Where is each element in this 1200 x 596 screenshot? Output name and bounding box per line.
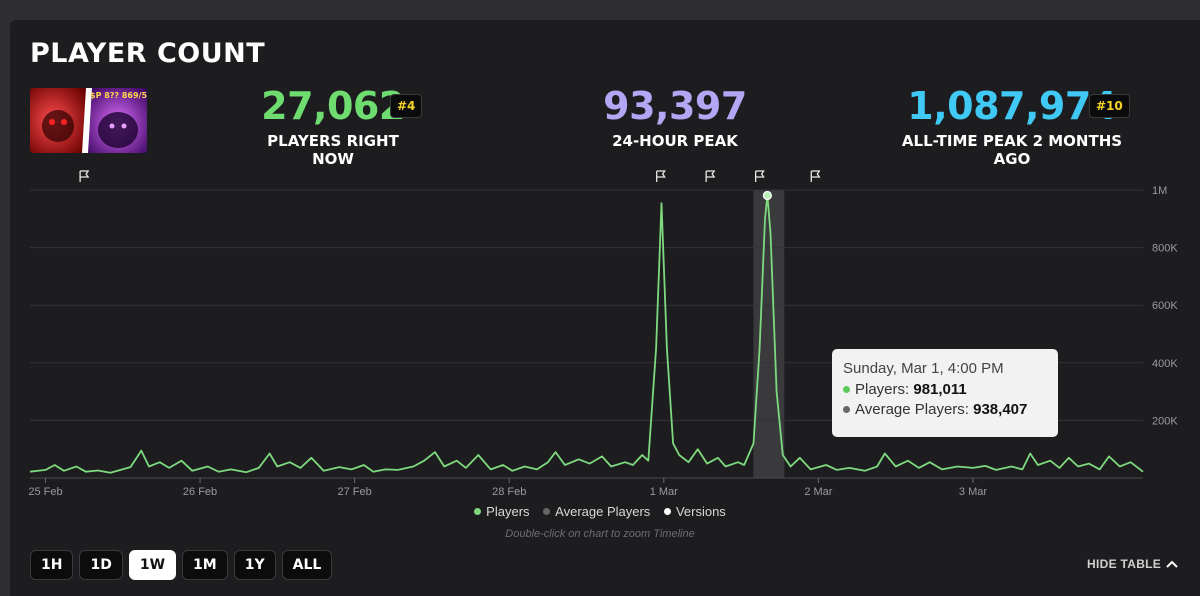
average-dot-icon [843, 406, 850, 413]
series-line-players [29, 194, 1144, 474]
range-button-all[interactable]: ALL [281, 550, 333, 580]
range-buttons: 1H 1D 1W 1M 1Y ALL [30, 550, 333, 580]
tooltip-players-value: 981,011 [913, 381, 967, 398]
players-dot-icon [843, 386, 850, 393]
tooltip-average-value: 938,407 [973, 401, 1028, 418]
thumbnail-image: $P 8?? 869/5 [30, 88, 147, 153]
hide-table-label: HIDE TABLE [1087, 557, 1162, 571]
range-button-1m[interactable]: 1M [182, 550, 228, 580]
x-tick-label: 28 Feb [492, 486, 526, 498]
stat-current: 27,062 PLAYERS RIGHT NOW [246, 84, 420, 168]
legend-players-label: Players [486, 504, 530, 519]
tooltip-average-label: Average Players: [855, 401, 969, 418]
version-flag-icon [810, 170, 821, 182]
range-button-1d[interactable]: 1D [79, 550, 123, 580]
legend-average[interactable]: Average Players [543, 504, 650, 519]
page-title: PLAYER COUNT [30, 38, 266, 69]
stat-alltime-peak: 1,087,974 ALL-TIME PEAK 2 MONTHS AGO [888, 84, 1136, 168]
hover-point-marker [762, 190, 772, 201]
chart-tooltip: Sunday, Mar 1, 4:00 PM Players: 981,011 … [832, 349, 1058, 437]
y-tick-label: 800K [1152, 243, 1178, 255]
tooltip-players-label: Players: [855, 381, 910, 398]
range-button-1y[interactable]: 1Y [233, 550, 276, 580]
legend-average-label: Average Players [555, 504, 651, 519]
legend-versions[interactable]: Versions [663, 504, 726, 519]
version-flag-icon [705, 170, 716, 182]
version-flag-icon [754, 170, 765, 182]
current-rank-badge: #4 [390, 94, 423, 118]
legend-versions-label: Versions [675, 504, 726, 519]
player-count-card [10, 20, 1200, 596]
x-tick-label: 27 Feb [338, 486, 372, 498]
range-button-1w[interactable]: 1W [128, 550, 177, 580]
game-thumbnail[interactable]: $P 8?? 869/5 [30, 88, 147, 153]
tooltip-players-row: Players: 981,011 [843, 381, 1047, 398]
alltime-peak-value: 1,087,974 [907, 84, 1117, 128]
x-tick-label: 3 Mar [959, 486, 987, 498]
peak-24h-label: 24-HOUR PEAK [612, 132, 738, 150]
y-tick-label: 600K [1152, 300, 1178, 312]
version-flag-icon [79, 170, 90, 182]
tooltip-average-row: Average Players: 938,407 [843, 401, 1047, 418]
version-flag-icon [656, 170, 666, 182]
legend-versions-icon [663, 508, 671, 515]
hide-table-button[interactable]: HIDE TABLE [1087, 557, 1179, 571]
chart-legend: Players Average Players Versions [0, 504, 1200, 519]
legend-average-icon [543, 508, 551, 515]
legend-players[interactable]: Players [474, 504, 530, 519]
stat-24h-peak: 93,397 24-HOUR PEAK [596, 84, 754, 150]
current-players-label: PLAYERS RIGHT NOW [267, 132, 399, 168]
thumbnail-text: $P 8?? 869/5 [90, 91, 147, 100]
x-tick-label: 2 Mar [804, 486, 832, 498]
tooltip-title: Sunday, Mar 1, 4:00 PM [843, 360, 1004, 377]
y-tick-label: 1M [1152, 185, 1167, 197]
peak-24h-value: 93,397 [603, 84, 747, 128]
alltime-rank-badge: #10 [1089, 94, 1130, 118]
x-tick-label: 26 Feb [183, 486, 217, 498]
x-tick-label: 25 Feb [28, 486, 62, 498]
legend-players-icon [474, 508, 482, 515]
x-tick-label: 1 Mar [650, 486, 678, 498]
y-tick-label: 400K [1152, 358, 1178, 370]
hover-highlight-band [753, 190, 785, 478]
zoom-hint: Double-click on chart to zoom Timeline [505, 528, 695, 540]
current-players-value: 27,062 [261, 84, 405, 128]
alltime-peak-label: ALL-TIME PEAK 2 MONTHS AGO [901, 132, 1123, 168]
range-button-1h[interactable]: 1H [30, 550, 74, 580]
y-tick-label: 200K [1152, 415, 1178, 427]
chevron-up-icon [1166, 560, 1178, 568]
